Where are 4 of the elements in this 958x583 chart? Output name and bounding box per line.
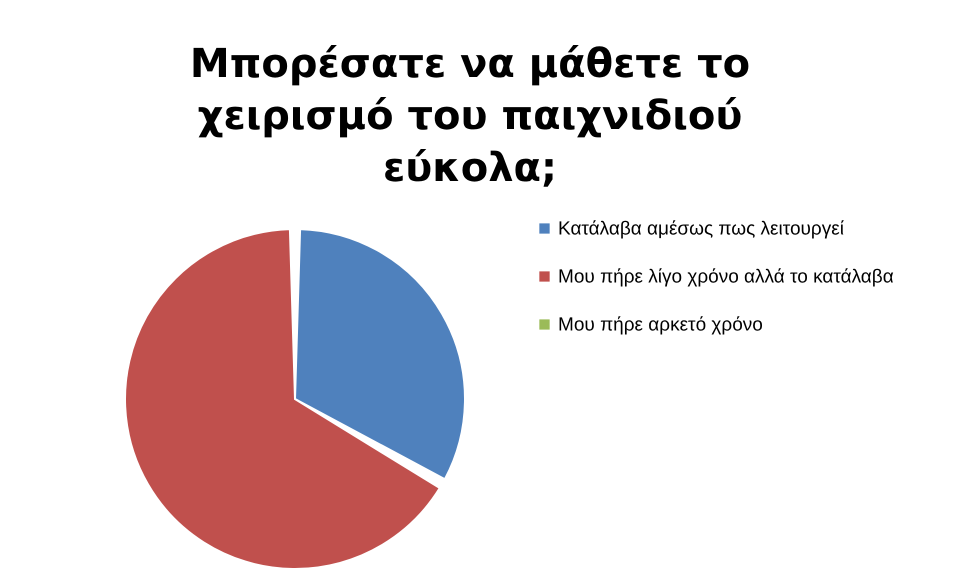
- legend-label: Μου πήρε αρκετό χρόνο: [558, 314, 763, 336]
- chart-title: Μπορέσατε να μάθετε το χειρισμό του παιχνιδιού εύκολα;: [188, 40, 752, 193]
- legend-label: Κατάλαβα αμέσως πως λειτουργεί: [558, 218, 845, 240]
- legend-label: Μου πήρε λίγο χρόνο αλλά το κατάλαβα: [558, 266, 894, 288]
